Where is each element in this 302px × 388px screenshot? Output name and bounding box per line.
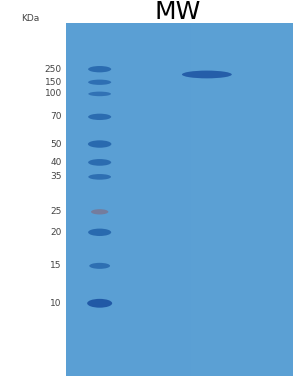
Text: MW: MW	[155, 0, 201, 24]
Ellipse shape	[88, 114, 111, 120]
Text: 100: 100	[45, 89, 62, 99]
Ellipse shape	[87, 299, 112, 308]
Ellipse shape	[88, 66, 111, 72]
Ellipse shape	[88, 174, 111, 180]
Text: 40: 40	[50, 158, 62, 167]
Ellipse shape	[88, 80, 111, 85]
Ellipse shape	[182, 71, 232, 78]
Ellipse shape	[88, 92, 111, 96]
Ellipse shape	[88, 229, 111, 236]
Text: KDa: KDa	[21, 14, 39, 23]
Ellipse shape	[91, 209, 108, 215]
Text: 15: 15	[50, 262, 62, 270]
Text: 150: 150	[45, 78, 62, 87]
Ellipse shape	[89, 263, 110, 269]
Text: 25: 25	[50, 207, 62, 217]
Text: 20: 20	[50, 228, 62, 237]
Text: 250: 250	[45, 65, 62, 74]
Bar	[66, 23, 293, 376]
Text: 70: 70	[50, 113, 62, 121]
Text: 35: 35	[50, 172, 62, 181]
Text: 10: 10	[50, 299, 62, 308]
Ellipse shape	[88, 159, 111, 166]
Text: 50: 50	[50, 140, 62, 149]
Bar	[191, 23, 293, 376]
Ellipse shape	[88, 140, 111, 148]
